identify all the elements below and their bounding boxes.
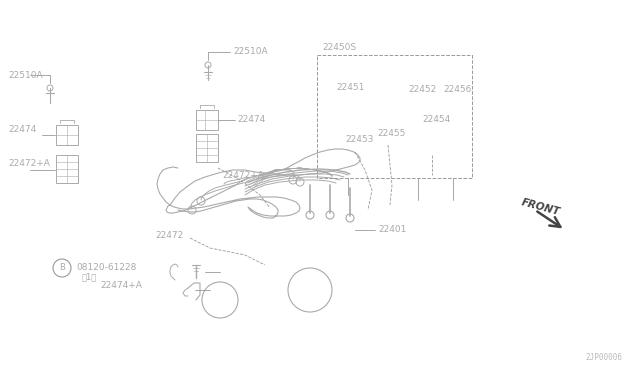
Text: （1）: （1） [82,273,97,282]
Text: 22456: 22456 [443,86,472,94]
Text: 22510A: 22510A [233,48,268,57]
Text: 22453: 22453 [345,135,373,144]
Text: B: B [59,263,65,273]
Bar [196,110,218,130]
Text: 22451: 22451 [336,83,364,93]
Text: FRONT: FRONT [520,197,561,217]
Text: 22401: 22401 [378,225,406,234]
Text: 2JP00006: 2JP00006 [585,353,622,362]
Text: 22450S: 22450S [322,44,356,52]
Text: 22472: 22472 [155,231,183,240]
Bar [56,155,78,183]
Bar [56,125,78,145]
Text: 22455: 22455 [377,128,405,138]
Text: 22452: 22452 [408,86,436,94]
Text: 22472+A: 22472+A [8,158,50,167]
Text: 22474: 22474 [8,125,36,135]
Text: 22472+A: 22472+A [222,170,264,180]
Text: 22510A: 22510A [8,71,43,80]
Text: 22474+A: 22474+A [100,280,142,289]
Text: 22454: 22454 [422,115,451,125]
Bar [196,134,218,162]
Text: 08120-61228: 08120-61228 [76,263,136,273]
Text: 22474: 22474 [237,115,265,125]
